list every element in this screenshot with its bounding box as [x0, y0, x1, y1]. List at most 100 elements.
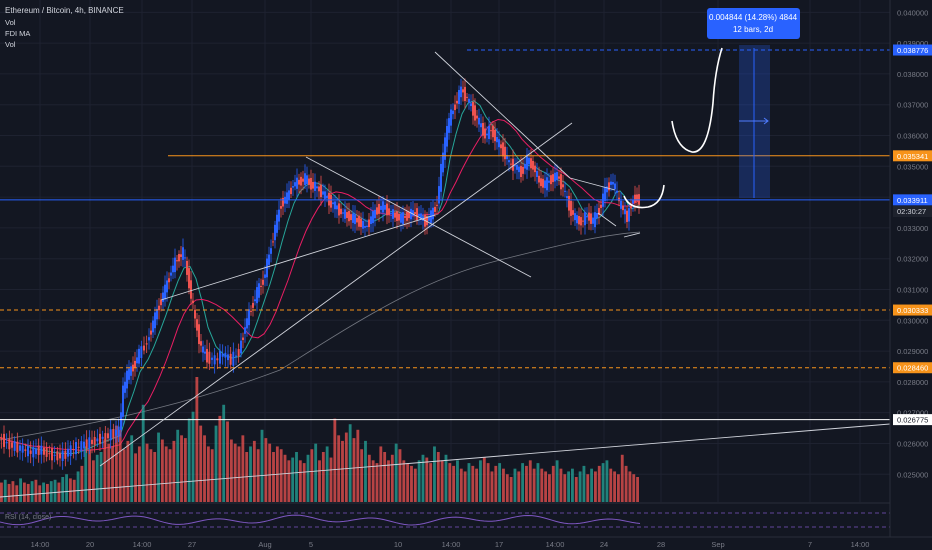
volume-bar: [540, 468, 544, 502]
candle-body: [518, 166, 520, 173]
candle-body: [458, 90, 460, 105]
candle-body: [412, 210, 414, 216]
candle-body: [414, 212, 416, 214]
candle-body: [446, 126, 448, 147]
volume-bar: [341, 440, 344, 502]
volume-bar: [95, 454, 99, 502]
candle-body: [154, 312, 156, 329]
time-axis[interactable]: 14:00 20 14:00 27 Aug 5 10 14:00 17 14:00 24 28 Sep 7…: [0, 536, 932, 549]
price-tick-label: 0.028000: [897, 378, 928, 387]
volume-bar: [111, 446, 114, 502]
trendline[interactable]: [597, 212, 617, 227]
volume-bar: [226, 421, 229, 502]
volume-bar: [436, 452, 440, 502]
volume-bar: [586, 474, 590, 502]
candle-body: [296, 177, 298, 189]
price-tick-label: 0.033000: [897, 224, 928, 233]
candle-body: [448, 118, 450, 133]
volume-bar: [91, 460, 95, 502]
candle-body: [450, 109, 452, 126]
volume-bar: [3, 479, 7, 502]
volume-bar: [333, 418, 337, 502]
volume-bar: [157, 432, 160, 502]
volume-bar: [306, 454, 310, 502]
volume-bar: [84, 446, 88, 502]
candle-body: [101, 436, 104, 439]
candle-body: [200, 341, 202, 346]
measure-tool[interactable]: 0.004844 (14.28%) 4844 12 bars, 2d: [707, 8, 800, 198]
candle-body: [364, 225, 366, 228]
volume-bar: [352, 438, 356, 502]
candle-body: [332, 202, 334, 205]
candle-body: [452, 110, 454, 115]
candle-body: [548, 180, 550, 183]
candle-body: [162, 292, 164, 302]
candle-body: [546, 177, 548, 191]
trendline[interactable]: [569, 177, 616, 191]
horizontal-levels[interactable]: [0, 49, 890, 421]
candle-body: [198, 324, 200, 345]
time-tick-label: 27: [188, 540, 196, 549]
trendline[interactable]: [434, 51, 571, 179]
candle-body: [286, 192, 288, 204]
volume-bar: [218, 415, 222, 502]
volume-bar: [482, 457, 486, 502]
volume-bar: [206, 446, 210, 502]
candle-body: [88, 437, 91, 449]
candle-body: [626, 210, 628, 222]
candle-body: [572, 210, 574, 215]
volume-bar: [49, 481, 53, 502]
volume-bar: [479, 460, 482, 502]
candle-body: [558, 176, 560, 179]
candle-body: [496, 137, 498, 143]
time-tick-label: 7: [808, 540, 812, 549]
candle-body: [227, 354, 229, 361]
volume-bar: [440, 460, 444, 502]
volume-bar: [521, 463, 525, 502]
candle-body: [410, 208, 412, 220]
price-tick-label: 0.026000: [897, 439, 928, 448]
volume-bar: [310, 449, 314, 502]
price-axis[interactable]: 0.025000 0.026000 0.027000 0.028000 0.029000…: [889, 0, 928, 537]
candle-body: [482, 123, 484, 136]
price-label-text: 0.035341: [897, 152, 928, 161]
time-tick-label: 10: [394, 540, 402, 549]
candle-body: [69, 445, 72, 457]
candle-body: [426, 216, 428, 226]
candle-body: [340, 208, 342, 215]
candle-body: [235, 355, 237, 357]
ma-slow-line: [0, 231, 641, 441]
volume-bar: [375, 463, 379, 502]
candle-body: [107, 433, 109, 439]
volume-bar: [597, 465, 601, 502]
candle-body: [168, 278, 170, 283]
candle-body: [51, 448, 53, 461]
volume-bar: [624, 465, 628, 502]
candle-body: [420, 213, 422, 220]
candle-body: [274, 224, 276, 241]
volume-bar: [617, 474, 620, 502]
candle-body: [8, 438, 11, 450]
candle-body: [252, 302, 254, 308]
trendline[interactable]: [160, 214, 436, 301]
volume-bar: [421, 454, 425, 502]
trendline[interactable]: [623, 232, 641, 238]
trendline-drawings[interactable]: [0, 51, 891, 498]
ma-mid-line: [0, 118, 641, 451]
volume-bar: [180, 435, 183, 502]
candle-body: [77, 446, 80, 448]
candle-body: [211, 357, 213, 360]
candle-body: [502, 142, 504, 157]
candle-body: [300, 176, 302, 186]
price-label-text: 0.028460: [897, 364, 928, 373]
candle-body: [145, 343, 148, 345]
trendline[interactable]: [99, 122, 573, 467]
trendline[interactable]: [305, 156, 532, 278]
volume-bar: [283, 454, 287, 502]
trendline[interactable]: [0, 423, 891, 498]
candle-body: [354, 214, 356, 225]
volume-bar: [379, 446, 383, 502]
time-tick-label: 14:00: [851, 540, 870, 549]
volume-bar: [42, 482, 45, 502]
